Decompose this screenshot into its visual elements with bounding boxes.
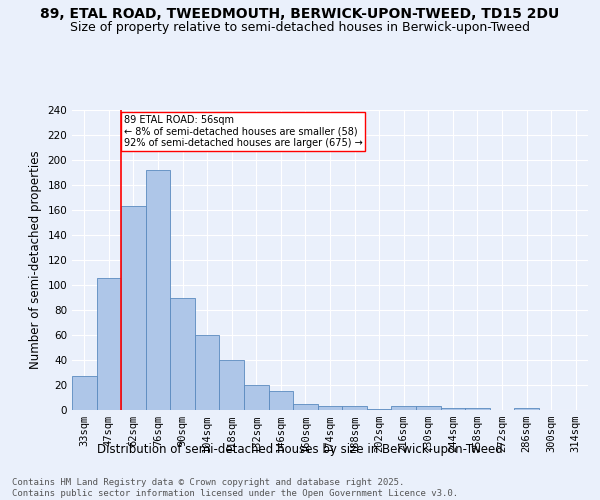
Y-axis label: Number of semi-detached properties: Number of semi-detached properties <box>29 150 42 370</box>
Bar <box>97 278 121 410</box>
Bar <box>244 385 269 410</box>
Text: 89 ETAL ROAD: 56sqm
← 8% of semi-detached houses are smaller (58)
92% of semi-de: 89 ETAL ROAD: 56sqm ← 8% of semi-detache… <box>124 115 362 148</box>
Text: Contains HM Land Registry data © Crown copyright and database right 2025.
Contai: Contains HM Land Registry data © Crown c… <box>12 478 458 498</box>
Bar <box>318 406 342 410</box>
Text: Distribution of semi-detached houses by size in Berwick-upon-Tweed: Distribution of semi-detached houses by … <box>97 442 503 456</box>
Bar <box>269 391 293 410</box>
Bar <box>170 298 195 410</box>
Bar <box>72 376 97 410</box>
Bar <box>416 406 440 410</box>
Bar <box>367 409 391 410</box>
Bar <box>391 406 416 410</box>
Bar <box>121 206 146 410</box>
Text: 89, ETAL ROAD, TWEEDMOUTH, BERWICK-UPON-TWEED, TD15 2DU: 89, ETAL ROAD, TWEEDMOUTH, BERWICK-UPON-… <box>40 8 560 22</box>
Bar <box>465 408 490 410</box>
Text: Size of property relative to semi-detached houses in Berwick-upon-Tweed: Size of property relative to semi-detach… <box>70 21 530 34</box>
Bar <box>342 406 367 410</box>
Bar <box>220 360 244 410</box>
Bar <box>146 170 170 410</box>
Bar <box>195 335 220 410</box>
Bar <box>293 404 318 410</box>
Bar <box>514 408 539 410</box>
Bar <box>440 408 465 410</box>
